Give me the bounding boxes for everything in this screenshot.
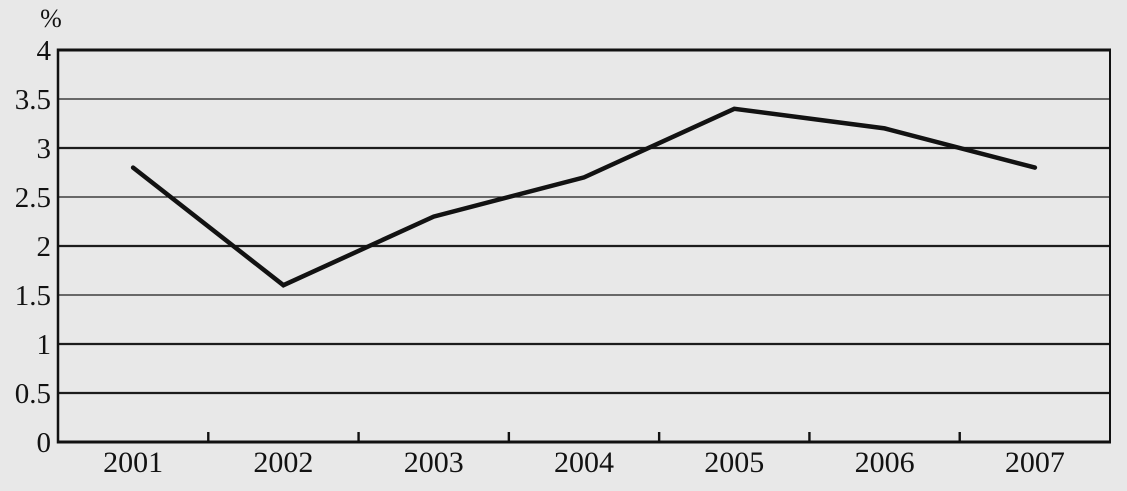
y-axis-tick-label: 0.5 — [15, 378, 51, 410]
x-axis-category-label: 2003 — [404, 446, 464, 479]
x-axis-category-label: 2006 — [855, 446, 915, 479]
y-axis-tick-label: 1 — [37, 329, 52, 361]
y-axis-tick-label: 3.5 — [15, 84, 51, 116]
x-axis-category-label: 2004 — [554, 446, 614, 479]
x-axis-category-label: 2005 — [704, 446, 764, 479]
data-series-line — [130, 106, 1038, 288]
y-axis-tick-label: 3 — [37, 133, 52, 165]
y-axis-tick-label: 2.5 — [15, 182, 51, 214]
y-axis-tick-label: 1.5 — [15, 280, 51, 312]
x-axis-category-label: 2002 — [253, 446, 313, 479]
y-axis-tick-label: 2 — [37, 231, 52, 263]
y-axis-tick-label: 0 — [37, 427, 52, 459]
x-axis-category-label: 2007 — [1005, 446, 1065, 479]
y-axis-tick-label: 4 — [37, 35, 52, 67]
x-axis-category-label: 2001 — [103, 446, 163, 479]
y-axis-unit-label: % — [40, 4, 62, 33]
